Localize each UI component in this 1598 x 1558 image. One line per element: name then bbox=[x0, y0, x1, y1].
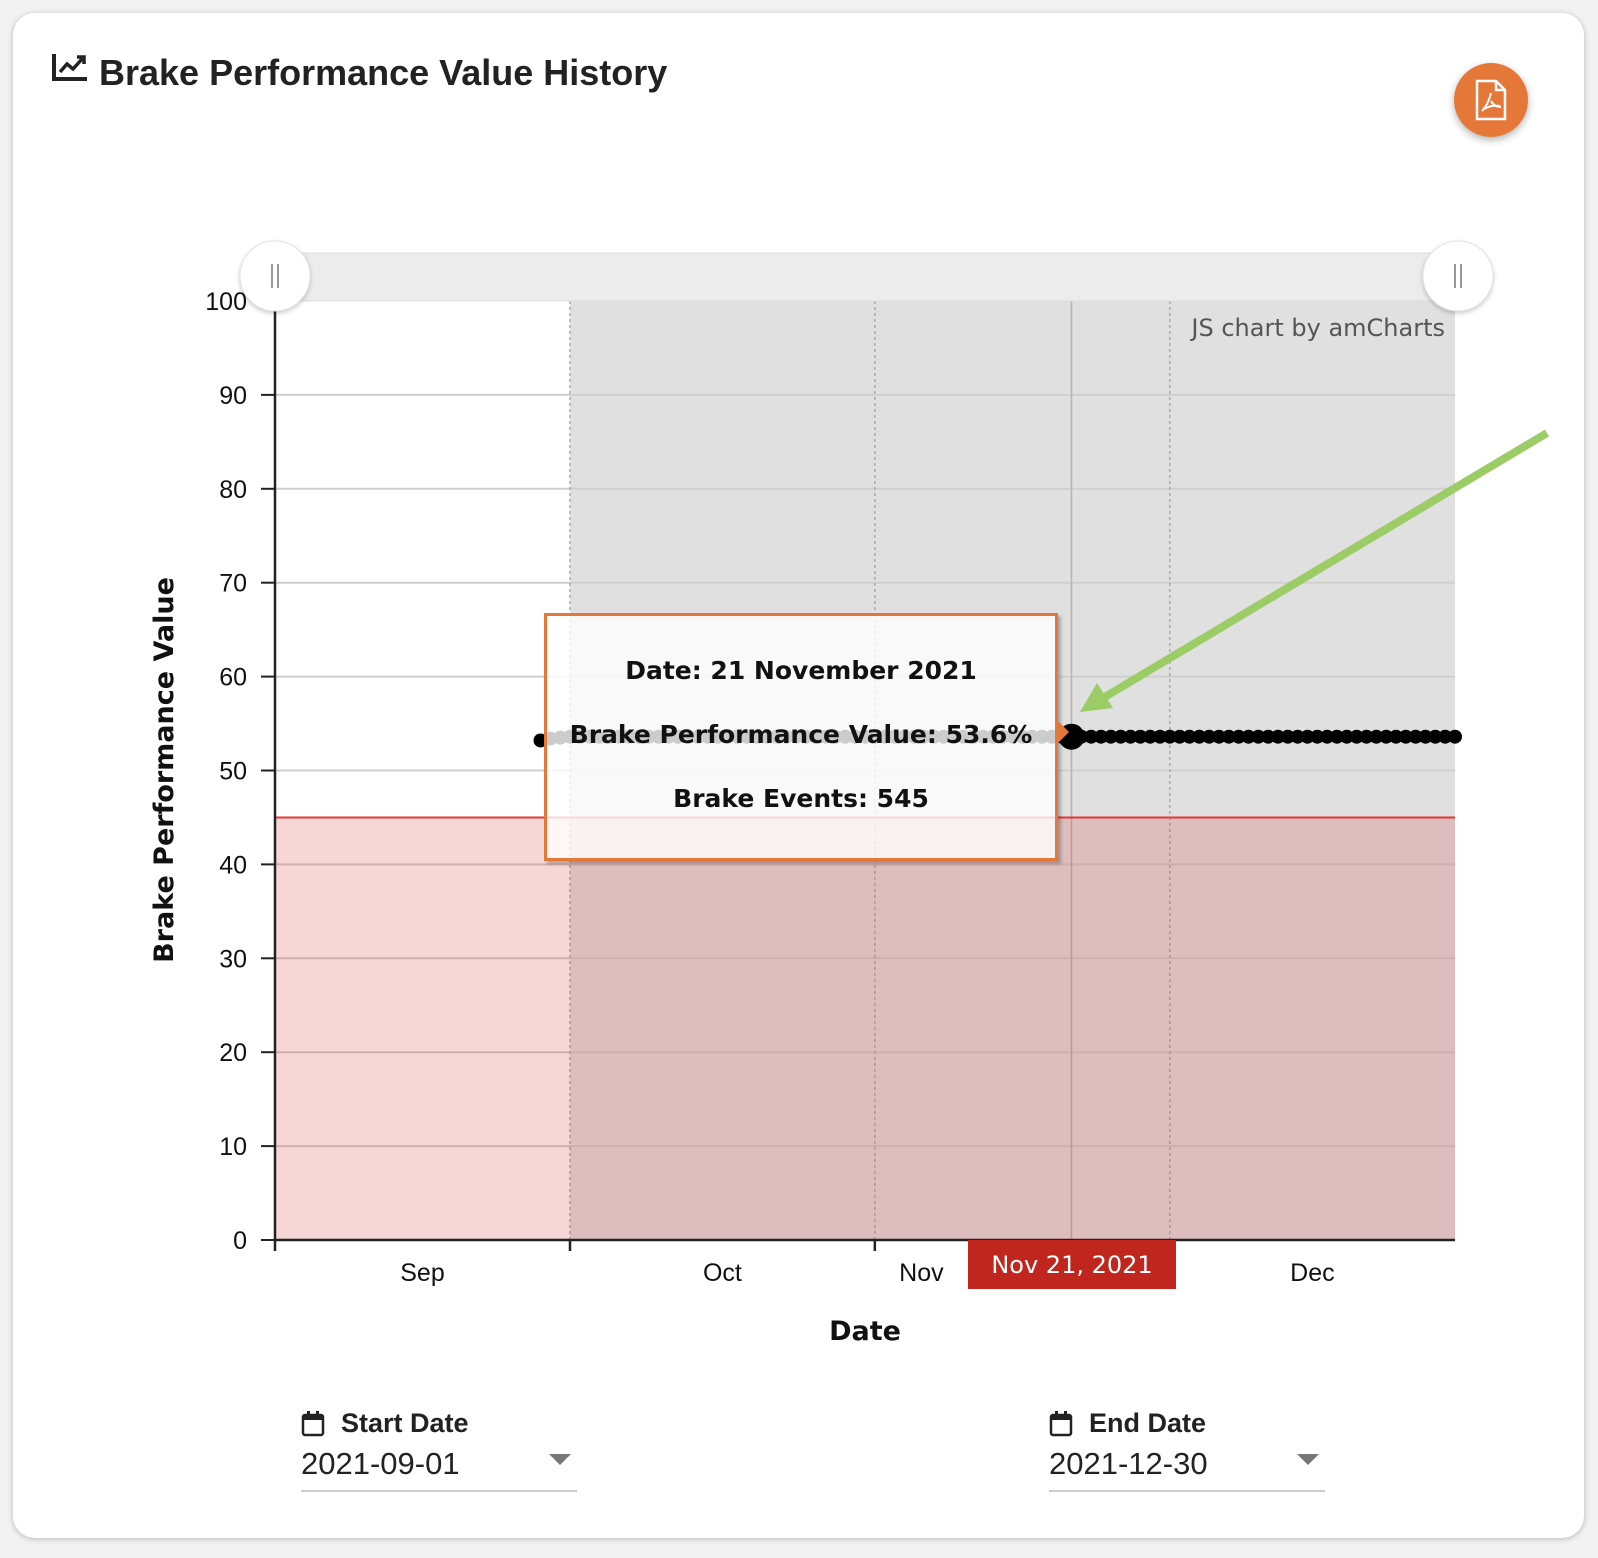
y-tick-label: 40 bbox=[219, 851, 247, 879]
y-tick-label: 70 bbox=[219, 570, 247, 598]
y-tick-label: 100 bbox=[205, 288, 247, 316]
y-tick-label: 30 bbox=[219, 945, 247, 973]
data-point bbox=[1448, 729, 1462, 744]
export-pdf-button[interactable] bbox=[1454, 63, 1528, 137]
data-point bbox=[1379, 729, 1394, 744]
data-point bbox=[1389, 729, 1403, 744]
data-point bbox=[1221, 729, 1236, 744]
data-point bbox=[1212, 729, 1226, 744]
start-date-underline bbox=[301, 1490, 577, 1492]
data-point bbox=[1398, 729, 1413, 744]
data-point bbox=[1418, 729, 1433, 744]
data-point bbox=[1123, 729, 1138, 744]
data-point bbox=[1202, 729, 1217, 744]
data-point bbox=[1339, 729, 1354, 744]
scrollbar-end-grip[interactable] bbox=[1422, 240, 1494, 312]
watermark: JS chart by amCharts bbox=[1189, 314, 1445, 342]
y-tick-label: 60 bbox=[219, 664, 247, 692]
data-point bbox=[1290, 729, 1305, 744]
end-date-input[interactable]: 2021-12-30 bbox=[1049, 1446, 1208, 1481]
data-point bbox=[1280, 729, 1295, 744]
y-axis-title: Brake Performance Value bbox=[149, 577, 180, 963]
start-date-label: Start Date bbox=[341, 1408, 469, 1438]
data-point bbox=[1330, 729, 1344, 744]
scrollbar-start-grip[interactable] bbox=[239, 240, 311, 312]
y-tick-label: 0 bbox=[233, 1227, 247, 1255]
data-point bbox=[1231, 729, 1246, 744]
data-point bbox=[1369, 729, 1384, 744]
data-point bbox=[1133, 729, 1148, 744]
data-point bbox=[1113, 729, 1128, 744]
data-point bbox=[1143, 729, 1158, 744]
data-point bbox=[1094, 729, 1108, 744]
tooltip-value: Brake Performance Value: 53.6% bbox=[569, 720, 1033, 749]
data-point bbox=[1241, 729, 1256, 744]
data-point bbox=[1408, 729, 1423, 744]
data-point bbox=[1438, 729, 1453, 744]
tooltip-pointer bbox=[1055, 718, 1069, 746]
cursor-date-label: Nov 21, 2021 bbox=[968, 1240, 1176, 1289]
data-point bbox=[1261, 729, 1276, 744]
x-tick-label: Sep bbox=[400, 1259, 444, 1287]
data-point bbox=[1349, 729, 1364, 744]
calendar-icon bbox=[301, 1411, 325, 1437]
data-point bbox=[1084, 729, 1099, 744]
chevron-down-icon[interactable] bbox=[1297, 1454, 1319, 1465]
data-point bbox=[1271, 729, 1285, 744]
y-tick-label: 10 bbox=[219, 1133, 247, 1161]
end-date-label: End Date bbox=[1089, 1408, 1207, 1438]
calendar-icon bbox=[1049, 1411, 1073, 1437]
x-tick-label: Oct bbox=[703, 1259, 742, 1287]
tooltip: Date: 21 November 2021 Brake Performance… bbox=[544, 613, 1058, 861]
data-point bbox=[1172, 729, 1187, 744]
data-point bbox=[1162, 729, 1177, 744]
start-date-input[interactable]: 2021-09-01 bbox=[301, 1446, 460, 1481]
tooltip-date: Date: 21 November 2021 bbox=[625, 656, 977, 685]
chevron-down-icon[interactable] bbox=[549, 1454, 571, 1465]
data-point bbox=[1428, 729, 1443, 744]
data-point bbox=[1359, 729, 1374, 744]
y-tick-label: 50 bbox=[219, 758, 247, 786]
tooltip-events: Brake Events: 545 bbox=[673, 784, 929, 813]
x-tick-label: Dec bbox=[1290, 1259, 1334, 1287]
x-tick-label: Nov bbox=[899, 1259, 944, 1287]
page-title: Brake Performance Value History bbox=[99, 52, 668, 93]
annotation-arrow bbox=[1080, 429, 1550, 712]
end-date-underline bbox=[1049, 1490, 1325, 1492]
data-point bbox=[1251, 729, 1266, 744]
data-point bbox=[1182, 729, 1197, 744]
x-axis-title: Date bbox=[829, 1316, 901, 1347]
chart-line-icon bbox=[52, 54, 87, 81]
y-tick-label: 80 bbox=[219, 476, 247, 504]
data-point bbox=[1300, 729, 1315, 744]
data-point bbox=[1310, 729, 1325, 744]
scrollbar-track bbox=[274, 252, 1456, 302]
threshold-fill bbox=[275, 817, 1455, 1240]
data-point bbox=[1192, 729, 1207, 744]
file-pdf-icon bbox=[1475, 79, 1507, 121]
y-tick-label: 90 bbox=[219, 382, 247, 410]
data-point bbox=[1103, 729, 1118, 744]
y-tick-label: 20 bbox=[219, 1039, 247, 1067]
data-point bbox=[1320, 729, 1335, 744]
data-point bbox=[1153, 729, 1167, 744]
